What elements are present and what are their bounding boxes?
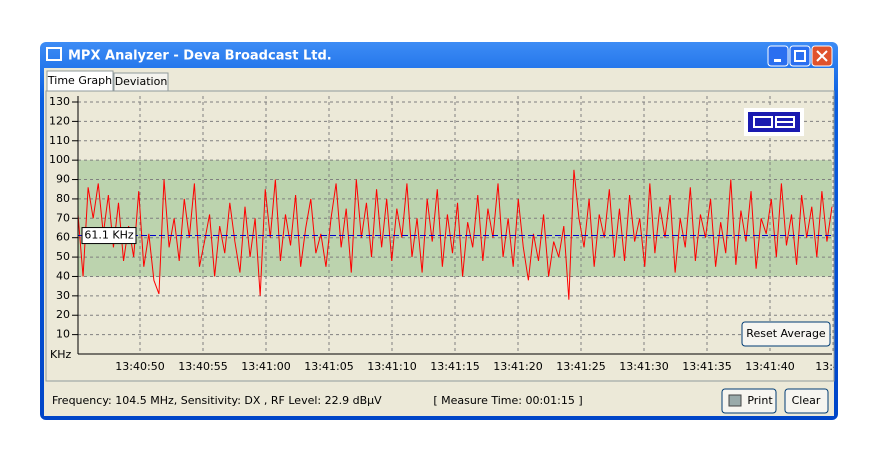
y-tick-label: 60: [56, 231, 70, 244]
logo-mark: [753, 116, 795, 128]
maximize-button[interactable]: [789, 45, 811, 67]
minimize-button[interactable]: [767, 45, 789, 67]
maximize-icon: [794, 50, 806, 62]
y-tick-label: 20: [56, 308, 70, 321]
status-info: Frequency: 104.5 MHz, Sensitivity: DX , …: [52, 394, 382, 407]
x-tick-label: 13:41:25: [556, 360, 605, 373]
average-label-box: [81, 227, 137, 245]
app-icon: [46, 47, 62, 61]
y-tick-label: 130: [49, 95, 70, 108]
clear-button[interactable]: [784, 388, 829, 414]
y-tick-label: 30: [56, 289, 70, 302]
y-tick-label: 110: [49, 134, 70, 147]
y-tick-label: 80: [56, 192, 70, 205]
x-tick-label: 13:41:05: [304, 360, 353, 373]
tab-label: Deviation: [115, 75, 168, 88]
button-label: Reset Average: [746, 327, 826, 340]
measure-time: [ Measure Time: 00:01:15 ]: [433, 394, 582, 407]
y-tick-label: 120: [49, 114, 70, 127]
button-label: Clear: [792, 394, 821, 407]
window-title: MPX Analyzer - Deva Broadcast Ltd.: [68, 49, 332, 64]
plot: 13:40:50 13:40:55 13:41:00 13:41:05 13:41:10…: [77, 96, 850, 373]
x-tick-label: 13:40:50: [115, 360, 164, 373]
y-tick-label: 90: [56, 173, 70, 186]
y-tick-label: 50: [56, 250, 70, 263]
y-tick-label: 100: [49, 153, 70, 166]
x-tick-label: 13:41:15: [430, 360, 479, 373]
average-label: 61.1 KHz: [84, 229, 133, 242]
y-tick-label: 10: [56, 328, 70, 341]
y-tick-label: 70: [56, 211, 70, 224]
x-tick-label: 13:40:55: [178, 360, 227, 373]
x-tick-label: 13:41:35: [682, 360, 731, 373]
x-tick-label: 13:41:20: [493, 360, 542, 373]
x-tick-label: 13:41:: [815, 360, 850, 373]
x-tick-label: 13:41:00: [241, 360, 290, 373]
x-tick-label: 13:41:10: [367, 360, 416, 373]
y-tick-label: 40: [56, 269, 70, 282]
minimize-icon: [774, 59, 781, 62]
y-unit: KHz: [50, 348, 71, 361]
button-label: Print: [747, 394, 773, 407]
x-tick-label: 13:41:40: [745, 360, 794, 373]
reset-button[interactable]: [741, 321, 831, 347]
printer-icon: [728, 394, 742, 407]
close-icon: [816, 50, 828, 62]
x-tick-label: 13:41:30: [619, 360, 668, 373]
tab-label: Time Graph: [47, 74, 112, 87]
series-line: [77, 169, 833, 300]
